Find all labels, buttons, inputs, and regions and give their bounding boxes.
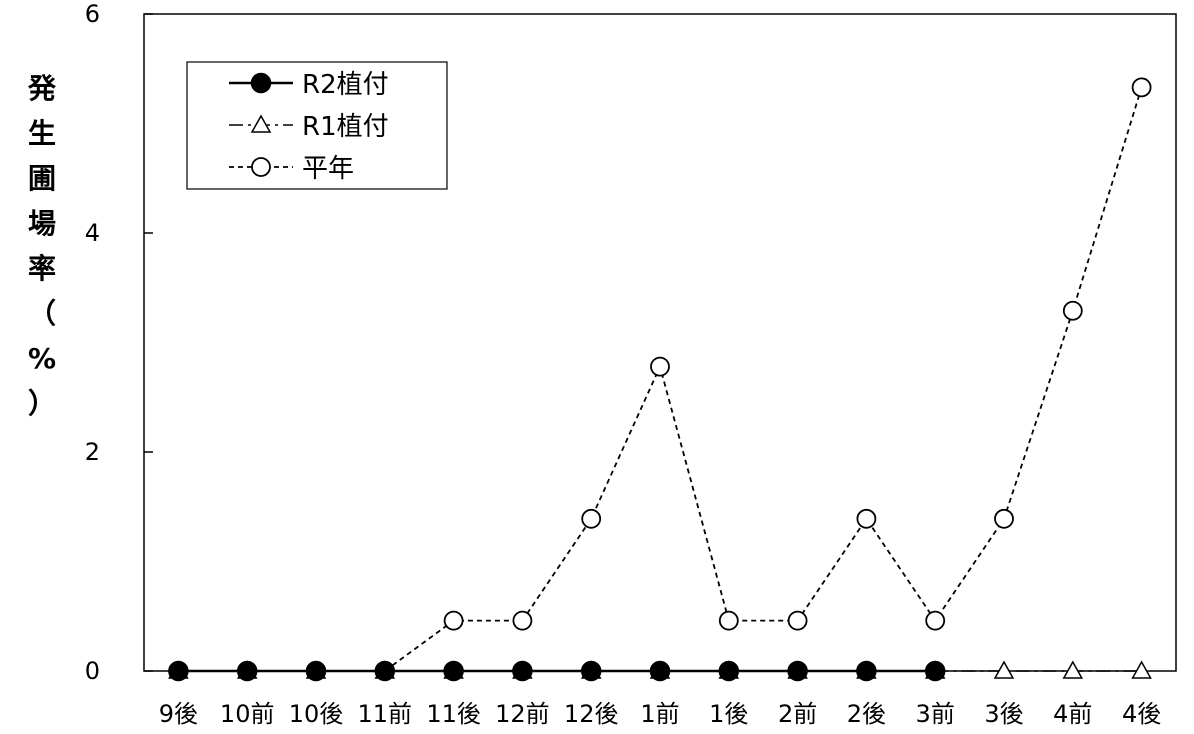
x-tick-label: 9後 [159,700,198,728]
data-point [994,508,1014,529]
series-1 [168,660,946,682]
x-axis: 9後 10前 10後 11前 11後 12前 12後 1前 1後 2前 2後 3前 3後 4前 4後 [159,700,1161,728]
y-axis-label-char: ） [28,387,56,420]
y-axis-label-char: 生 [28,117,56,150]
data-point [443,610,464,631]
data-point [856,660,877,682]
x-tick-label: 3前 [916,700,955,728]
data-point [581,508,602,529]
data-point [512,660,533,682]
y-axis-label-char: % [28,342,56,375]
y-axis-label-char: 場 [28,207,56,240]
x-tick-label: 11後 [426,700,481,728]
legend-label: 平年 [302,154,354,184]
y-axis: 0 2 4 6 [85,0,153,685]
x-tick-label: 3後 [984,700,1023,728]
legend-marker [250,114,272,133]
x-tick-label: 2前 [778,700,817,728]
y-tick-label: 4 [85,219,100,247]
legend-label: R1植付 [302,112,389,142]
data-point [787,610,808,631]
data-point [305,660,327,682]
data-point [718,610,739,631]
x-tick-label: 12後 [564,700,619,728]
data-point [787,660,808,682]
data-point [650,356,670,377]
y-axis-label-char: （ [28,297,56,330]
data-point [168,660,189,682]
legend-marker [250,72,272,94]
data-point [925,610,946,631]
series-layer [168,77,1152,682]
x-tick-label: 1後 [709,700,748,728]
data-point [718,660,740,682]
data-point [1131,660,1152,679]
x-tick-label: 11前 [358,700,413,728]
x-tick-label: 4後 [1122,700,1161,728]
x-tick-label: 10後 [289,700,344,728]
y-tick-label: 0 [85,657,100,685]
y-tick-label: 6 [85,0,100,28]
x-tick-label: 4前 [1053,700,1092,728]
data-point [374,660,396,682]
data-point [924,660,946,682]
x-tick-label: 10前 [220,700,275,728]
data-point [1062,300,1083,321]
data-point [856,508,877,529]
legend-marker [251,157,271,177]
data-point [1062,660,1084,679]
data-point [236,660,258,682]
data-point [580,660,602,682]
data-point [649,660,671,682]
y-axis-label-char: 率 [28,252,56,285]
x-tick-label: 2後 [847,700,886,728]
data-point [1131,77,1152,98]
y-tick-label: 2 [85,438,100,466]
x-tick-label: 12前 [495,700,550,728]
y-axis-label-char: 圃 [28,162,56,195]
data-point [993,660,1015,679]
x-tick-label: 1前 [640,700,679,728]
y-axis-label-char: 発 [27,72,57,105]
legend-label: R2植付 [302,70,389,100]
data-point [512,610,533,631]
data-point [443,660,464,682]
